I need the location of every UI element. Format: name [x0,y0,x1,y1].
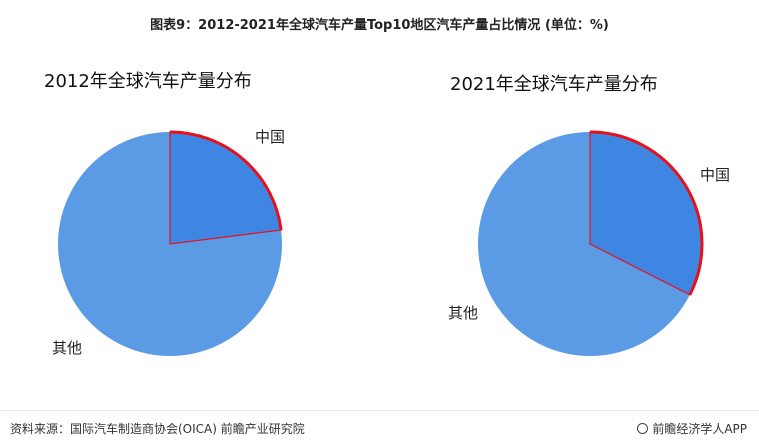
qianzhan-logo-icon [637,423,649,434]
chart-title-2012: 2012年全球汽车产量分布 [44,71,252,92]
slice-label-china-2021: 中国 [700,166,730,184]
china-highlight-arc-2012 [169,130,283,231]
footer: 资料来源：国际汽车制造商协会(OICA) 前瞻产业研究院 前瞻经济学人APP [0,418,759,448]
slice-label-other-2012: 其他 [52,339,82,357]
brand: 前瞻经济学人APP [637,420,747,437]
chart-title-2021: 2021年全球汽车产量分布 [450,74,658,95]
china-highlight-arc-2021 [589,130,704,296]
brand-text: 前瞻经济学人APP [652,422,747,436]
pie-slice-china-2012 [169,131,282,245]
page-title: 图表9：2012-2021年全球汽车产量Top10地区汽车产量占比情况 (单位：… [150,18,609,33]
footer-divider [0,410,759,411]
slice-label-china-2012: 中国 [255,128,285,146]
slice-label-other-2021: 其他 [448,304,478,322]
source-text: 资料来源：国际汽车制造商协会(OICA) 前瞻产业研究院 [10,422,305,436]
